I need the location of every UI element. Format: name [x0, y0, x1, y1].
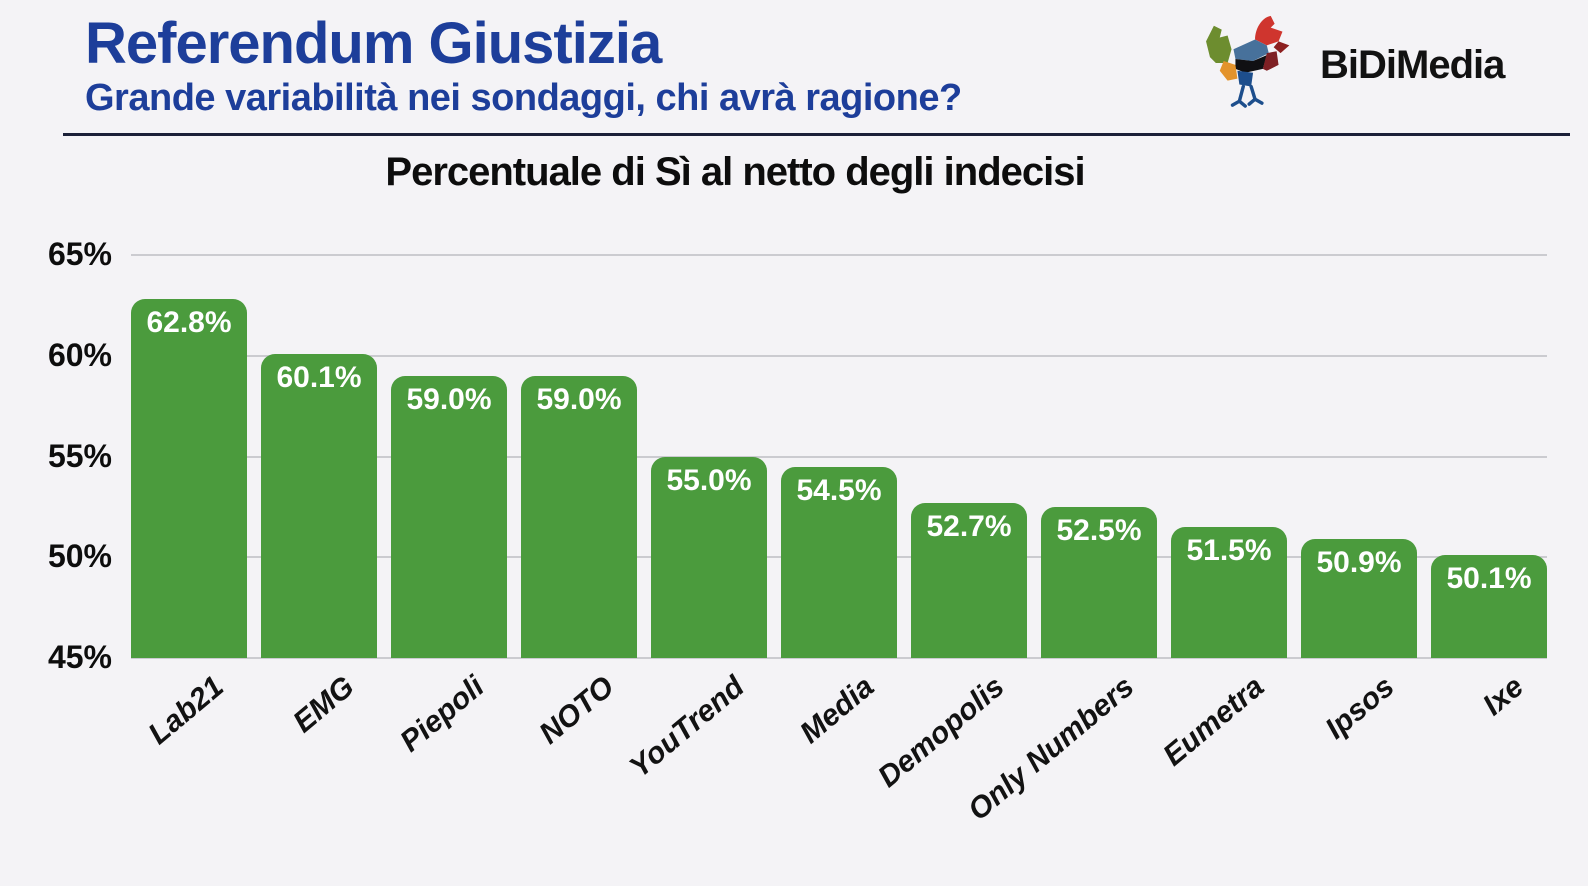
bar: 50.9% — [1301, 539, 1417, 658]
page-title: Referendum Giustizia — [85, 11, 662, 76]
bar: 60.1% — [261, 353, 377, 658]
page-subtitle: Grande variabilità nei sondaggi, chi avr… — [85, 77, 962, 119]
y-tick-label: 55% — [47, 437, 112, 474]
gridline — [131, 254, 1547, 256]
bar-value-label: 51.5% — [1186, 534, 1272, 568]
bar: 52.5% — [1041, 506, 1157, 658]
rooster-icon — [1206, 15, 1290, 108]
gridline — [131, 455, 1547, 458]
bar-value-label: 62.8% — [146, 306, 232, 340]
x-category-label: YouTrend — [623, 670, 751, 785]
x-category-label: Piepoli — [393, 670, 491, 759]
bar: 50.1% — [1431, 555, 1547, 658]
bar-value-label: 60.1% — [276, 360, 362, 394]
gridline — [131, 657, 1547, 659]
bar: 54.5% — [781, 466, 897, 658]
bar-value-label: 52.7% — [926, 509, 1012, 543]
brand-logo: BiDiMedia — [1196, 12, 1505, 110]
bar-value-label: 55.0% — [666, 463, 752, 497]
x-category-label: EMG — [286, 670, 361, 740]
brand-name: BiDiMedia — [1320, 42, 1505, 87]
y-tick-label: 60% — [47, 336, 112, 373]
x-category-label: Lab21 — [142, 670, 231, 752]
bar: 59.0% — [521, 375, 637, 658]
bar-value-label: 52.5% — [1056, 513, 1142, 547]
chart-title: Percentuale di Sì al netto degli indecis… — [385, 150, 1085, 194]
bar: 62.8% — [131, 299, 247, 658]
header-divider — [63, 133, 1570, 136]
y-tick-label: 45% — [47, 639, 112, 675]
bar-value-label: 50.9% — [1316, 546, 1402, 580]
bar-value-label: 50.1% — [1446, 562, 1532, 596]
bar-value-label: 54.5% — [796, 473, 882, 507]
bar: 52.7% — [911, 502, 1027, 658]
y-tick-label: 50% — [47, 538, 112, 575]
bar-value-label: 59.0% — [536, 382, 622, 416]
y-tick-label: 65% — [47, 236, 112, 272]
bar: 51.5% — [1171, 527, 1287, 658]
x-category-label: NOTO — [533, 670, 621, 751]
bar: 55.0% — [651, 456, 767, 658]
x-category-label: Demopolis — [871, 670, 1011, 794]
x-category-label: Ixe — [1477, 670, 1531, 723]
bar-value-label: 59.0% — [406, 382, 492, 416]
gridline — [131, 354, 1547, 357]
x-category-label: Media — [793, 670, 881, 750]
x-category-label: Ipsos — [1318, 670, 1401, 746]
x-category-label: Eumetra — [1157, 670, 1271, 773]
bar: 59.0% — [391, 375, 507, 658]
